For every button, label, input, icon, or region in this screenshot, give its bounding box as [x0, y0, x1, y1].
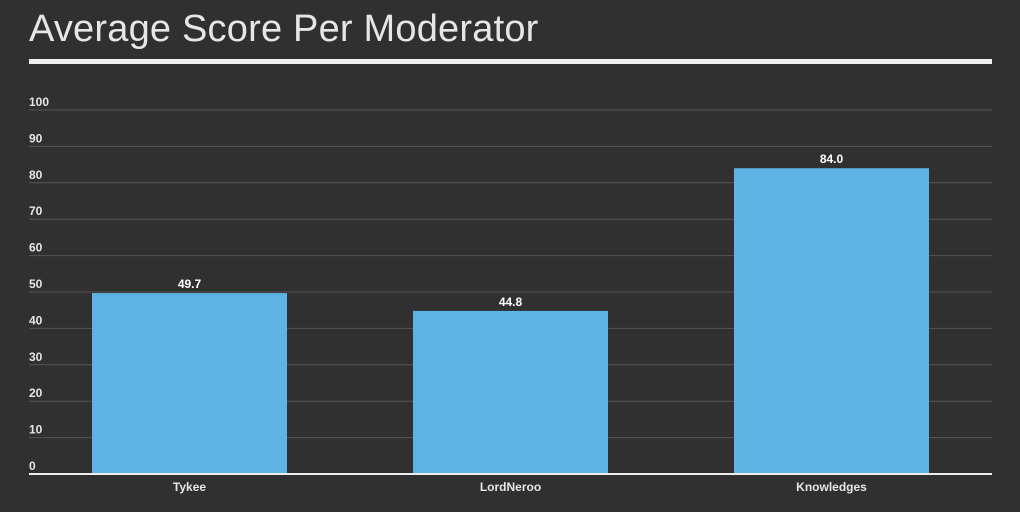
y-tick-label: 20 — [29, 386, 43, 400]
data-label: 44.8 — [499, 295, 523, 309]
y-tick-label: 70 — [29, 204, 43, 218]
y-tick-label: 90 — [29, 131, 43, 145]
bar — [92, 293, 287, 474]
y-tick-label: 30 — [29, 350, 43, 364]
y-tick-label: 10 — [29, 423, 43, 437]
title-underline — [29, 59, 992, 64]
chart-title: Average Score Per Moderator — [29, 8, 539, 50]
x-tick-label: Knowledges — [796, 480, 867, 494]
y-tick-label: 0 — [29, 459, 36, 473]
x-tick-label: LordNeroo — [480, 480, 541, 494]
data-label: 84.0 — [820, 152, 844, 166]
y-tick-label: 60 — [29, 241, 43, 255]
bar — [413, 310, 608, 474]
y-tick-label: 50 — [29, 277, 43, 291]
bar — [734, 168, 929, 475]
x-tick-label: Tykee — [173, 480, 206, 494]
data-label: 49.7 — [178, 277, 202, 291]
y-tick-label: 100 — [29, 95, 49, 109]
y-tick-label: 40 — [29, 313, 43, 327]
y-tick-label: 80 — [29, 168, 43, 182]
